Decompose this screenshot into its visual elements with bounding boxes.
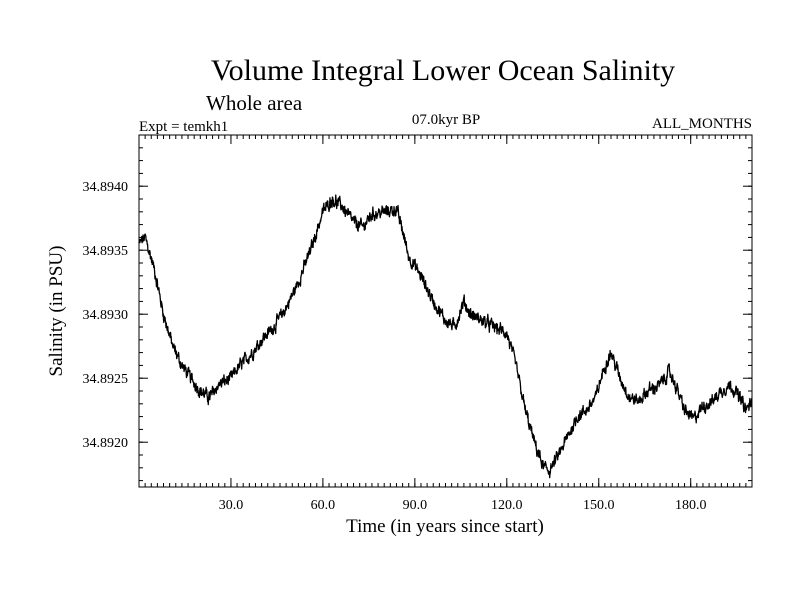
y-tick-label: 34.8930 [83, 308, 129, 323]
axis-ticks [139, 135, 752, 487]
series-line-salinity [138, 194, 753, 479]
y-tick-label: 34.8925 [83, 372, 129, 387]
y-tick-label: 34.8920 [83, 436, 129, 451]
x-tick-label: 30.0 [219, 498, 244, 513]
x-tick-label: 120.0 [491, 498, 523, 513]
y-tick-label: 34.8935 [83, 244, 129, 259]
x-axis-label: Time (in years since start) [346, 516, 544, 537]
axis-tick-labels: 30.0 60.0 90.0 120.0 150.0 180.0 34.8920 34.892… [83, 180, 707, 513]
x-tick-label: 90.0 [403, 498, 428, 513]
x-tick-label: 150.0 [583, 498, 615, 513]
plot-frame [138, 134, 753, 488]
x-tick-label: 180.0 [675, 498, 707, 513]
y-tick-label: 34.8940 [83, 180, 129, 195]
data-series [138, 194, 753, 479]
chart-title: Volume Integral Lower Ocean Salinity [211, 54, 675, 87]
experiment-label: Expt = temkh1 [139, 119, 228, 135]
months-label: ALL_MONTHS [652, 116, 752, 132]
x-tick-label: 60.0 [311, 498, 336, 513]
chart-subtitle: Whole area [206, 91, 303, 115]
period-label: 07.0kyr BP [412, 112, 480, 128]
y-axis-label: Salinity (in PSU) [46, 246, 67, 377]
